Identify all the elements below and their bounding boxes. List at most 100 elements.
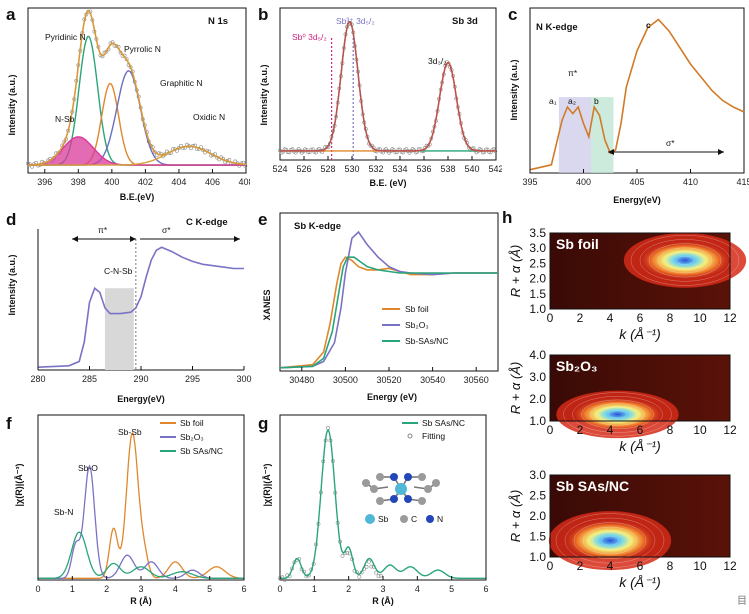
h-xtick-label: 6 xyxy=(637,311,644,325)
panel-d-ckedge: d C K-edge Intensity (a.u.) 280 285 290 295… xyxy=(0,205,252,405)
h-map-contour xyxy=(591,531,629,550)
h-ytick-label: 2.5 xyxy=(529,256,546,270)
h-xtick-label: 0 xyxy=(547,559,554,573)
h-xtick-label: 8 xyxy=(667,423,674,437)
svg-text:Intensity (a.u.): Intensity (a.u.) xyxy=(259,64,269,125)
h-map-contour xyxy=(590,403,645,426)
h-map-contour xyxy=(630,235,740,286)
c-tick-label: 395 xyxy=(522,177,537,187)
d-pi-arrowhead-right xyxy=(130,236,136,242)
b-tick-label: 532 xyxy=(368,164,383,174)
panel-h-wavelet: h Sb foil 0 2 4 6 8 10 12 1.0 1.5 2.0 2.5 3.0 3.5 k (Å… xyxy=(490,205,749,609)
panel-e-sbkedge: e Sb K-edge XANES 30480 30500 30520 30540 30… xyxy=(252,205,502,405)
g-fit-point xyxy=(340,554,345,558)
a-tick-label: 398 xyxy=(71,177,86,187)
b-tick-label: 542 xyxy=(488,164,502,174)
g-fit-point xyxy=(364,564,369,569)
e-series-line-1 xyxy=(279,230,498,369)
panel-f-xlabel: R (Å) xyxy=(130,596,152,606)
d-sigma-arrowhead xyxy=(234,236,240,242)
g-tick-label: 3 xyxy=(380,584,385,594)
n-atom xyxy=(404,473,412,481)
b-tick-label: 538 xyxy=(440,164,455,174)
ann-sb0: Sb⁰ 3d₅/₂ xyxy=(292,32,327,42)
panel-b-frame xyxy=(279,7,497,161)
n-atom xyxy=(404,495,412,503)
inset-legend-c: C xyxy=(411,514,417,524)
h-xlabel: k (Å⁻¹) xyxy=(619,574,661,590)
panel-f-ft-exafs: f |χ(R)|(Å⁻³) 0 1 2 3 4 5 6 R (Å) Sb-Sb Sb-O S… xyxy=(0,405,252,609)
g-data-line xyxy=(280,428,486,579)
panel-e-frame xyxy=(279,212,499,372)
g-fit-point xyxy=(374,570,379,575)
d-tick-label: 280 xyxy=(30,374,45,384)
a-tick-label: 408 xyxy=(238,177,250,187)
ann-a1: a₁ xyxy=(549,96,557,106)
a-tick-label: 406 xyxy=(205,177,220,187)
h-xtick-label: 0 xyxy=(547,423,554,437)
e-legend-label: Sb-SAs/NC xyxy=(405,336,448,346)
b-tick-label: 530 xyxy=(344,164,359,174)
ann-graphitic: Graphitic N xyxy=(160,78,203,88)
h-map-contour xyxy=(675,255,695,265)
c-atom xyxy=(418,473,426,481)
b-component-curve-1 xyxy=(280,62,496,152)
panel-d-ylabel: Intensity (a.u.) xyxy=(7,254,17,315)
h-xtick-label: 4 xyxy=(607,559,614,573)
f-tick-label: 5 xyxy=(207,584,212,594)
a-tick-label: 400 xyxy=(104,177,119,187)
c-atom xyxy=(370,485,378,493)
svg-text:Intensity (a.u.): Intensity (a.u.) xyxy=(7,74,17,135)
h-map-contour xyxy=(648,243,722,278)
ann-oxidic: Oxidic N xyxy=(193,112,225,122)
sb-n4-structure-inset: Sb C N xyxy=(362,473,443,524)
g-fit-point xyxy=(367,559,371,564)
g-fit-point xyxy=(376,574,381,578)
panel-letter-e: e xyxy=(258,210,267,229)
a-tick-label: 396 xyxy=(37,177,52,187)
h-ytick-label: 3.0 xyxy=(529,370,546,384)
panel-a-xlabel: B.E.(eV) xyxy=(120,192,155,202)
panel-a-title: N 1s xyxy=(208,16,228,27)
h-map-contour xyxy=(600,535,620,546)
h-xtick-label: 8 xyxy=(667,559,674,573)
svg-text:Intensity (a.u.): Intensity (a.u.) xyxy=(7,254,17,315)
a-tick-label: 404 xyxy=(171,177,186,187)
panel-g-ylabel: |χ(R)|(Å⁻³) xyxy=(262,464,272,507)
a-tick-label: 402 xyxy=(138,177,153,187)
c-atom xyxy=(362,479,370,487)
panel-e-ylabel: XANES xyxy=(262,289,272,320)
n-atom xyxy=(390,473,398,481)
panel-letter-b: b xyxy=(258,5,268,24)
h-map-contour xyxy=(563,392,672,437)
h-ylabel: R + α (Å) xyxy=(508,245,523,298)
e-tick-label: 30540 xyxy=(420,375,445,385)
g-fit-point xyxy=(379,573,383,578)
h-xlabel: k (Å⁻¹) xyxy=(619,438,661,454)
g-legend-marker xyxy=(407,433,413,439)
panel-letter-f: f xyxy=(6,414,12,433)
c-atom xyxy=(418,497,426,505)
panel-b-ylabel: Intensity (a.u.) xyxy=(259,64,269,125)
c-atom xyxy=(376,497,384,505)
h-xtick-label: 6 xyxy=(637,423,644,437)
h-xtick-label: 12 xyxy=(723,559,737,573)
c-sigma-arrowhead-right xyxy=(718,149,724,155)
panel-f-ylabel: |χ(R)|(Å⁻³) xyxy=(14,464,24,507)
a-envelope-curve xyxy=(28,9,247,166)
ann-cnsb: C-N-Sb xyxy=(104,266,133,276)
h-xtick-label: 0 xyxy=(547,311,554,325)
h-xtick-label: 10 xyxy=(693,311,707,325)
b-tick-label: 526 xyxy=(296,164,311,174)
h-xtick-label: 4 xyxy=(607,423,614,437)
f-tick-label: 3 xyxy=(138,584,143,594)
c-atom xyxy=(424,485,432,493)
h-xlabel: k (Å⁻¹) xyxy=(619,326,661,342)
panel-f-frame xyxy=(37,414,245,581)
h-map-contour xyxy=(573,522,647,559)
panel-g-xlabel: R (Å) xyxy=(372,596,394,606)
h-ylabel: R + α (Å) xyxy=(508,490,523,543)
g-fit-point xyxy=(345,550,350,555)
b-envelope-curve xyxy=(280,21,496,152)
h-map-hotspot xyxy=(638,240,732,281)
